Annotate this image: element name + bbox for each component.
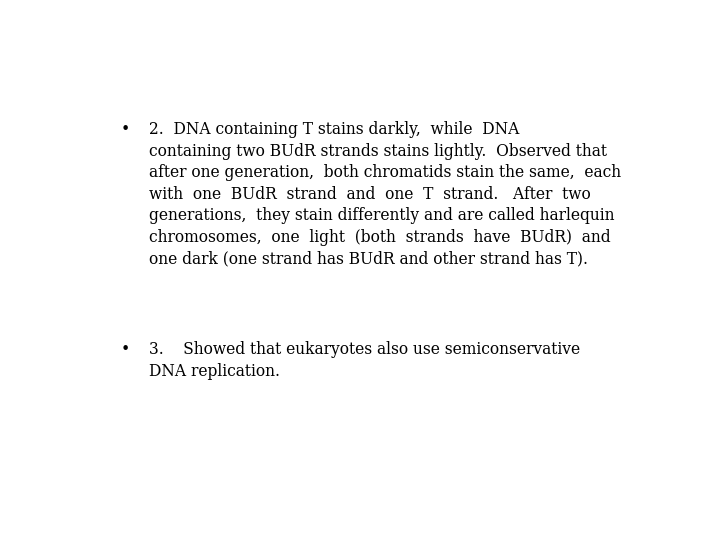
Text: 2.  DNA containing T stains darkly,  while  DNA: 2. DNA containing T stains darkly, while… xyxy=(148,121,519,138)
Text: 3.    Showed that eukaryotes also use semiconservative: 3. Showed that eukaryotes also use semic… xyxy=(148,341,580,359)
Text: DNA replication.: DNA replication. xyxy=(148,363,279,380)
Text: with  one  BUdR  strand  and  one  T  strand.   After  two: with one BUdR strand and one T strand. A… xyxy=(148,186,590,203)
Text: generations,  they stain differently and are called harlequin: generations, they stain differently and … xyxy=(148,207,614,225)
Text: chromosomes,  one  light  (both  strands  have  BUdR)  and: chromosomes, one light (both strands hav… xyxy=(148,229,611,246)
Text: •: • xyxy=(121,121,130,138)
Text: one dark (one strand has BUdR and other strand has T).: one dark (one strand has BUdR and other … xyxy=(148,251,588,268)
Text: containing two BUdR strands stains lightly.  Observed that: containing two BUdR strands stains light… xyxy=(148,143,606,159)
Text: after one generation,  both chromatids stain the same,  each: after one generation, both chromatids st… xyxy=(148,164,621,181)
Text: •: • xyxy=(121,341,130,359)
